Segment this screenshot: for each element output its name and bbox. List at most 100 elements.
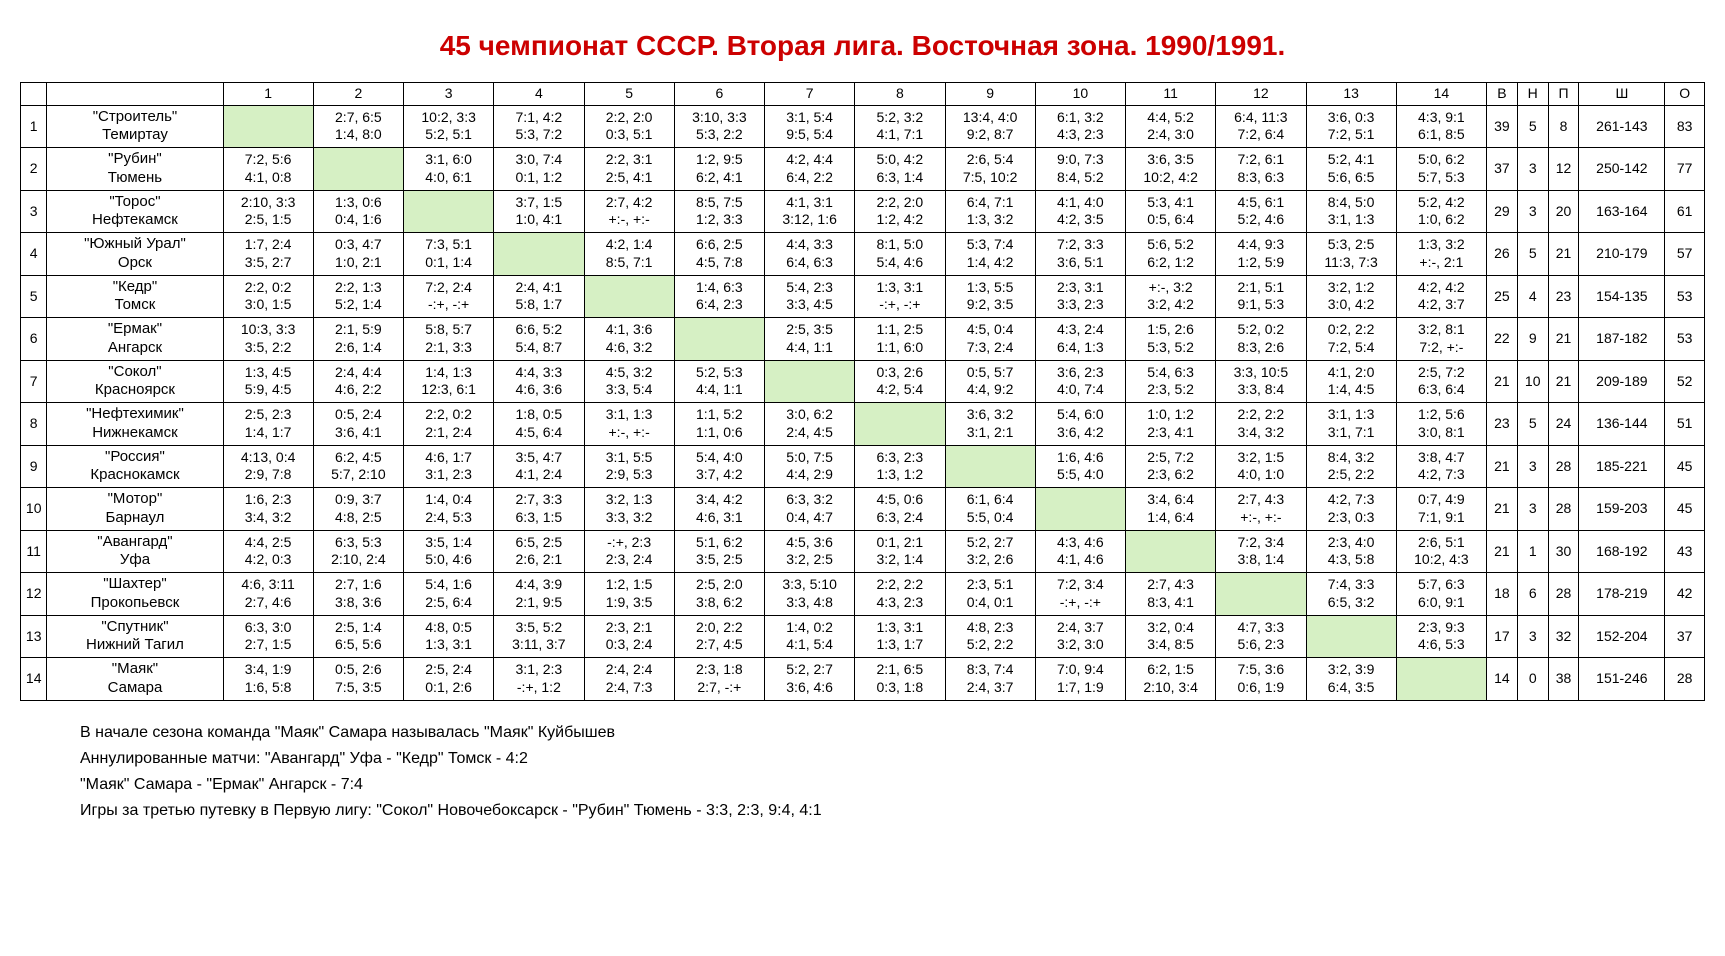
score-cell: 2:5, 2:31:4, 1:7 [223,403,313,446]
score-cell: 3:6, 3:510:2, 4:2 [1126,148,1216,191]
score-cell: 3:6, 3:23:1, 2:1 [945,403,1035,446]
diagonal-cell [1216,573,1306,616]
score-cell: 2:4, 4:44:6, 2:2 [313,360,403,403]
score-cell: 0:5, 5:74:4, 9:2 [945,360,1035,403]
score-cell: 5:8, 5:72:1, 3:3 [404,318,494,361]
rank-cell: 12 [21,573,47,616]
score-cell: 2:7, 1:63:8, 3:6 [313,573,403,616]
score-cell: 6:3, 3:02:7, 1:5 [223,615,313,658]
team-cell: "Южный Урал"Орск [47,233,223,276]
score-cell: 5:2, 4:15:6, 6:5 [1306,148,1396,191]
header-cell: 13 [1306,83,1396,106]
score-cell: 4:1, 2:01:4, 4:5 [1306,360,1396,403]
score-cell: 8:4, 3:22:5, 2:2 [1306,445,1396,488]
losses-cell: 23 [1548,275,1579,318]
draws-cell: 5 [1517,105,1548,148]
score-cell: 5:3, 7:41:4, 4:2 [945,233,1035,276]
score-cell: -:+, 2:32:3, 2:4 [584,530,674,573]
score-cell: 1:3, 4:55:9, 4:5 [223,360,313,403]
wins-cell: 14 [1487,658,1518,701]
score-cell: 3:4, 1:91:6, 5:8 [223,658,313,701]
score-cell: 6:3, 5:32:10, 2:4 [313,530,403,573]
score-cell: 8:4, 5:03:1, 1:3 [1306,190,1396,233]
score-cell: 5:0, 7:54:4, 2:9 [765,445,855,488]
draws-cell: 6 [1517,573,1548,616]
draws-cell: 5 [1517,233,1548,276]
score-cell: 4:2, 1:48:5, 7:1 [584,233,674,276]
points-cell: 53 [1665,275,1705,318]
score-cell: 3:1, 5:52:9, 5:3 [584,445,674,488]
table-row: 4"Южный Урал"Орск1:7, 2:43:5, 2:70:3, 4:… [21,233,1705,276]
table-row: 1"Строитель"Темиртау2:7, 6:51:4, 8:010:2… [21,105,1705,148]
score-cell: 2:10, 3:32:5, 1:5 [223,190,313,233]
header-cell: 2 [313,83,403,106]
score-cell: 5:4, 4:03:7, 4:2 [674,445,764,488]
score-cell: 2:1, 5:19:1, 5:3 [1216,275,1306,318]
score-cell: 1:2, 9:56:2, 4:1 [674,148,764,191]
wins-cell: 37 [1487,148,1518,191]
standings-table: 1234567891011121314ВНПШО 1"Строитель"Тем… [20,82,1705,701]
points-cell: 83 [1665,105,1705,148]
page-title: 45 чемпионат СССР. Вторая лига. Восточна… [20,30,1705,62]
score-cell: 4:6, 1:73:1, 2:3 [404,445,494,488]
header-cell: П [1548,83,1579,106]
goals-cell: 178-219 [1579,573,1665,616]
score-cell: 3:4, 4:24:6, 3:1 [674,488,764,531]
table-row: 5"Кедр"Томск2:2, 0:23:0, 1:52:2, 1:35:2,… [21,275,1705,318]
score-cell: 3:1, 5:49:5, 5:4 [765,105,855,148]
score-cell: 2:7, 4:38:3, 4:1 [1126,573,1216,616]
score-cell: 5:0, 6:25:7, 5:3 [1396,148,1486,191]
goals-cell: 250-142 [1579,148,1665,191]
score-cell: 4:5, 0:66:3, 2:4 [855,488,945,531]
score-cell: 4:3, 4:64:1, 4:6 [1035,530,1125,573]
score-cell: 3:1, 1:33:1, 7:1 [1306,403,1396,446]
score-cell: 2:3, 3:13:3, 2:3 [1035,275,1125,318]
diagonal-cell [945,445,1035,488]
team-cell: "Рубин"Тюмень [47,148,223,191]
losses-cell: 8 [1548,105,1579,148]
wins-cell: 21 [1487,445,1518,488]
table-row: 11"Авангард"Уфа4:4, 2:54:2, 0:36:3, 5:32… [21,530,1705,573]
header-cell: 6 [674,83,764,106]
rank-cell: 10 [21,488,47,531]
losses-cell: 21 [1548,233,1579,276]
score-cell: 4:2, 7:32:3, 0:3 [1306,488,1396,531]
points-cell: 57 [1665,233,1705,276]
score-cell: 2:6, 5:47:5, 10:2 [945,148,1035,191]
goals-cell: 154-135 [1579,275,1665,318]
losses-cell: 38 [1548,658,1579,701]
score-cell: 1:4, 1:312:3, 6:1 [404,360,494,403]
wins-cell: 21 [1487,360,1518,403]
draws-cell: 3 [1517,488,1548,531]
team-cell: "Торос"Нефтекамск [47,190,223,233]
draws-cell: 9 [1517,318,1548,361]
table-row: 14"Маяк"Самара3:4, 1:91:6, 5:80:5, 2:67:… [21,658,1705,701]
score-cell: 6:1, 3:24:3, 2:3 [1035,105,1125,148]
score-cell: 2:2, 2:01:2, 4:2 [855,190,945,233]
draws-cell: 4 [1517,275,1548,318]
score-cell: 6:3, 2:31:3, 1:2 [855,445,945,488]
diagonal-cell [584,275,674,318]
goals-cell: 185-221 [1579,445,1665,488]
wins-cell: 21 [1487,488,1518,531]
goals-cell: 168-192 [1579,530,1665,573]
score-cell: 8:1, 5:05:4, 4:6 [855,233,945,276]
score-cell: 7:2, 3:4-:+, -:+ [1035,573,1125,616]
points-cell: 45 [1665,445,1705,488]
goals-cell: 261-143 [1579,105,1665,148]
score-cell: 3:3, 10:53:3, 8:4 [1216,360,1306,403]
score-cell: 1:2, 5:63:0, 8:1 [1396,403,1486,446]
score-cell: 3:2, 1:23:0, 4:2 [1306,275,1396,318]
draws-cell: 3 [1517,615,1548,658]
table-row: 3"Торос"Нефтекамск2:10, 3:32:5, 1:51:3, … [21,190,1705,233]
score-cell: 5:4, 6:03:6, 4:2 [1035,403,1125,446]
score-cell: 3:5, 4:74:1, 2:4 [494,445,584,488]
score-cell: 2:2, 0:23:0, 1:5 [223,275,313,318]
score-cell: 5:6, 5:26:2, 1:2 [1126,233,1216,276]
draws-cell: 3 [1517,445,1548,488]
score-cell: 3:10, 3:35:3, 2:2 [674,105,764,148]
score-cell: 4:5, 6:15:2, 4:6 [1216,190,1306,233]
score-cell: 1:8, 0:54:5, 6:4 [494,403,584,446]
team-cell: "Нефтехимик"Нижнекамск [47,403,223,446]
losses-cell: 21 [1548,318,1579,361]
